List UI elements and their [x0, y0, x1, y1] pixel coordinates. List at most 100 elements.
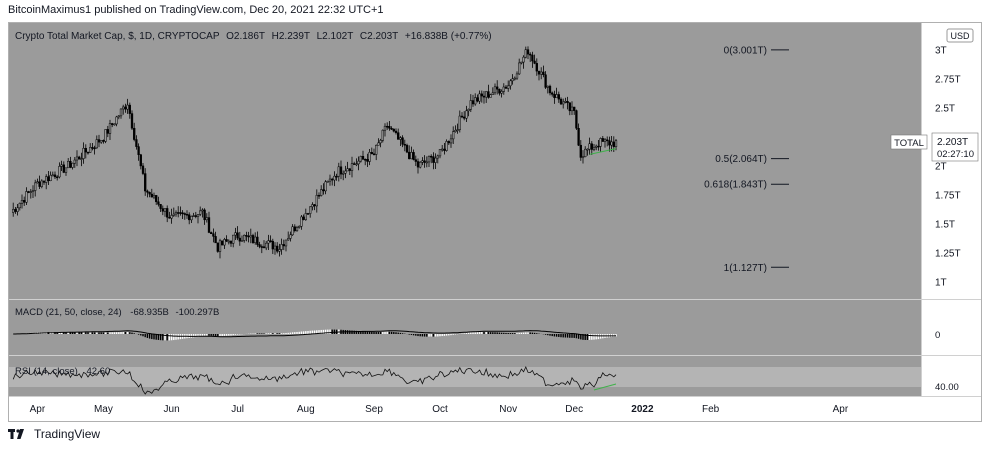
candle-body: [251, 235, 255, 243]
candle-body: [225, 239, 228, 242]
chart-svg[interactable]: 0(3.001T) 0.5(2.064T) 0.618(1.843T) 1(1.127…: [9, 23, 981, 421]
candle-body: [584, 148, 587, 158]
candle-body: [254, 236, 257, 243]
candle-body: [306, 213, 310, 215]
high-label: H: [272, 31, 279, 42]
candle-body: [460, 115, 464, 118]
candle-body: [458, 115, 461, 130]
candle-body: [157, 201, 160, 205]
candle-body: [166, 208, 169, 218]
candle-body: [27, 191, 30, 193]
candle-body: [265, 242, 268, 249]
candle-body: [287, 238, 290, 241]
candle-body: [190, 216, 193, 221]
candle-body: [427, 155, 431, 163]
rsi-trend-line: [593, 383, 617, 391]
candle-body: [542, 71, 545, 76]
candle-body: [575, 110, 578, 129]
candle-body: [456, 129, 459, 131]
candle-body: [126, 104, 129, 110]
candle-body: [471, 100, 475, 105]
candle-body: [595, 145, 598, 148]
candle-body: [159, 204, 162, 209]
candle-body: [339, 166, 343, 175]
candle-body: [331, 178, 334, 181]
candle-body: [394, 130, 398, 133]
candle-body: [493, 86, 497, 94]
candle-body: [267, 240, 270, 244]
candle-body: [104, 129, 107, 142]
candle-body: [210, 232, 213, 234]
candle-body: [91, 147, 94, 149]
candle-body: [533, 60, 536, 64]
macd-pane[interactable]: [9, 300, 921, 355]
candle-body: [408, 151, 411, 160]
candle-body: [130, 113, 134, 129]
candle-body: [513, 77, 516, 80]
low-label: L: [317, 31, 323, 42]
candle-body: [183, 213, 186, 215]
candle-body: [124, 106, 127, 110]
price-tag-value: 2.203T: [937, 137, 968, 148]
candle-body: [524, 49, 527, 58]
candle-body: [311, 204, 314, 208]
candle-body: [18, 203, 21, 209]
candle-body: [390, 128, 393, 130]
candle-body: [214, 236, 217, 244]
candle-body: [161, 208, 164, 212]
price-axis-label: 2T: [935, 162, 947, 173]
candle-body: [12, 209, 15, 213]
candle-body: [544, 74, 547, 88]
candle-body: [441, 148, 444, 151]
candle-body: [445, 141, 448, 151]
candle-body: [526, 49, 530, 55]
currency-label[interactable]: USD: [950, 31, 970, 41]
candle-body: [335, 175, 338, 178]
candle-body: [403, 144, 406, 146]
time-axis-label: Jun: [164, 404, 180, 415]
candle-body: [518, 62, 521, 75]
candle-body: [379, 140, 382, 144]
candle-body: [295, 227, 299, 231]
tradingview-logo-icon: [8, 429, 24, 439]
candle-body: [262, 246, 266, 249]
candle-body: [207, 217, 211, 233]
price-axis-label: 1T: [935, 278, 947, 289]
candle-body: [42, 180, 46, 183]
publisher-line: BitcoinMaximus1 published on TradingView…: [8, 4, 384, 16]
candle-body: [324, 181, 327, 192]
candle-body: [73, 159, 76, 164]
candle-body: [135, 139, 138, 147]
candle-body: [320, 189, 323, 196]
candle-body: [509, 80, 512, 87]
candle-body: [573, 106, 576, 111]
time-axis-label: Sep: [365, 404, 383, 415]
candle-body: [144, 173, 147, 192]
candle-body: [181, 212, 184, 215]
candle-body: [45, 176, 48, 183]
currency-button[interactable]: [946, 28, 974, 43]
candle-body: [29, 191, 32, 193]
candle-body: [192, 215, 195, 217]
candle-body: [346, 168, 349, 172]
candle-body: [108, 123, 112, 134]
candle-body: [357, 160, 360, 165]
candle-body: [240, 240, 244, 242]
footer: TradingView: [8, 427, 100, 441]
open-label: O: [226, 31, 234, 42]
chart-frame[interactable]: 0(3.001T) 0.5(2.064T) 0.618(1.843T) 1(1.127…: [8, 22, 982, 422]
time-axis[interactable]: Apr May Jun Jul Aug Sep Oct Nov Dec 2022 Feb Apr: [30, 404, 849, 415]
candle-body: [322, 189, 325, 192]
candle-body: [16, 207, 19, 212]
price-pane[interactable]: [9, 23, 921, 299]
candle-body: [40, 180, 43, 187]
candle-body: [520, 61, 523, 64]
candle-body: [203, 209, 206, 221]
candle-body: [56, 176, 59, 179]
candle-body: [489, 94, 492, 98]
svg-text:Crypto Total Market Cap, $, 1D: Crypto Total Market Cap, $, 1D, CRYPTOCA…: [15, 31, 492, 42]
candle-body: [423, 160, 426, 163]
candle-body: [590, 143, 593, 150]
price-axis-label: 2.75T: [935, 75, 961, 86]
